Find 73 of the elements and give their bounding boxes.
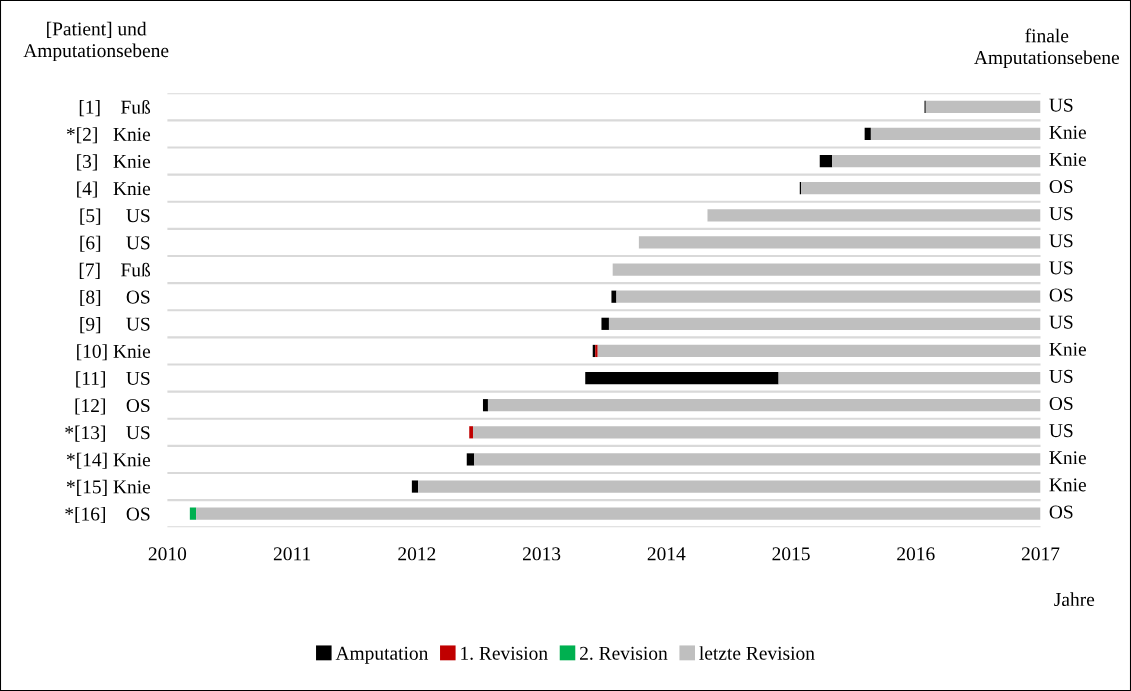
bar [466,453,475,466]
x-tick-label: 2014 [647,547,686,561]
y2-axis-title: finale Amputationsebene [974,28,1120,69]
bar [474,453,1041,466]
y-axis-title: [Patient] und Amputationsebene [23,21,169,62]
y-tick-label: *[15] Knie [66,479,151,496]
y-tick-label: [7] Fuß [79,262,151,279]
bar [487,399,1041,412]
data-label: US [1049,315,1073,329]
y-tick-label: [11] US [76,371,150,388]
bar [864,127,871,141]
data-label: Knie [1049,342,1086,356]
y-tick-label: *[14] Knie [66,452,151,469]
bar [638,236,1041,249]
data-label: OS [1049,288,1073,302]
bar [189,507,197,520]
legend-label: 1. Revision [461,646,548,660]
x-tick-label: 2015 [772,547,810,561]
bar [482,399,488,412]
y-tick-label: [4] Knie [77,181,151,198]
bar [608,317,1041,330]
x-tick-label: 2010 [148,547,187,561]
bar [778,371,1041,385]
data-label: Knie [1049,451,1086,465]
y-tick-label: [5] US [80,208,150,225]
bar [707,209,1041,222]
bar [801,182,1041,195]
bar [469,426,473,439]
y-tick-label: [10] Knie [77,344,151,361]
y-tick-label: [6] US [80,235,150,252]
bar [597,344,1041,358]
data-label: Knie [1049,152,1086,166]
data-label: US [1049,234,1073,248]
data-label: Knie [1049,125,1086,139]
x-tick-label: 2016 [897,547,935,561]
bar [819,154,833,168]
bar [925,100,1041,113]
bar [585,371,779,385]
y-tick-label: *[13] US [65,425,150,442]
bar [611,290,617,303]
bar [418,480,1041,493]
x-axis-title: Jahre [1054,592,1095,607]
data-label: Knie [1049,478,1086,492]
legend-label: Amputation [335,646,429,664]
x-tick-label: 2011 [273,547,311,561]
bar [411,480,419,493]
data-label: US [1049,369,1073,383]
bar [832,154,1041,168]
data-label: US [1049,261,1073,275]
bar [612,263,1041,276]
legend-label: 2. Revision [580,646,668,660]
y-tick-label: [9] US [80,317,150,334]
y-tick-label: [12] OS [75,398,150,415]
bar [616,290,1041,303]
y-tick-label: [8] OS [80,289,150,307]
bar [472,426,1041,439]
data-label: OS [1049,396,1073,411]
x-tick-label: 2017 [1021,547,1060,561]
x-tick-label: 2012 [398,547,436,561]
y-tick-label: [1] Fuß [79,99,151,117]
y-tick-label: [3] Knie [77,154,151,171]
data-label: OS [1049,180,1073,194]
data-label: US [1049,424,1073,438]
data-label: US [1049,207,1073,221]
x-tick-label: 2013 [523,547,561,561]
bar [196,507,1041,520]
data-label: US [1049,98,1073,112]
data-label: OS [1049,505,1073,519]
bar [870,127,1041,141]
y-tick-label: *[16] OS [65,506,150,524]
bar [601,317,609,330]
y-tick-label: *[2] Knie [66,127,151,144]
legend-label: letzte Revision [699,646,815,660]
